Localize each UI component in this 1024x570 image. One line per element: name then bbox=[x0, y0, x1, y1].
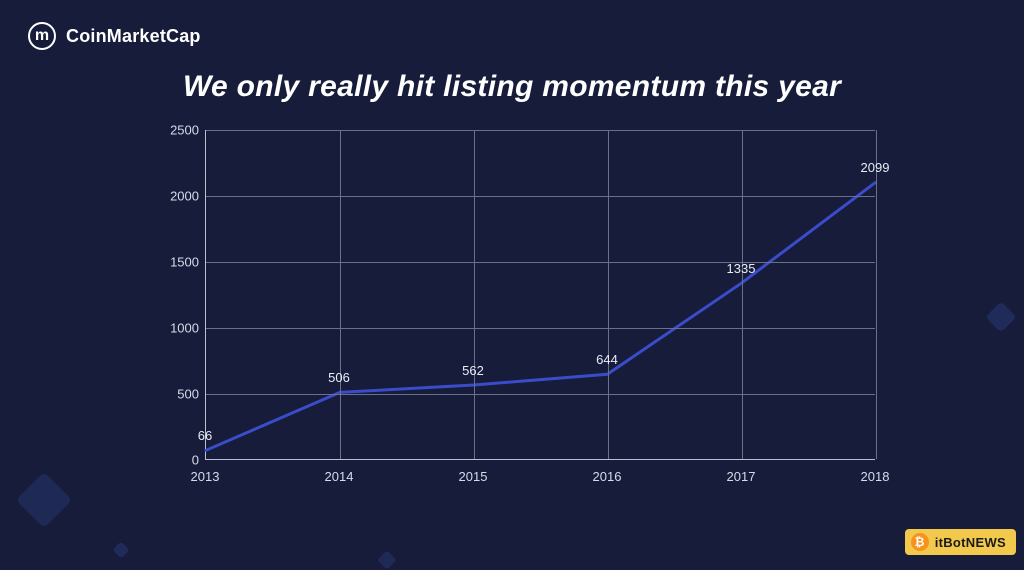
chart-y-tick-label: 2500 bbox=[170, 123, 199, 138]
chart-point-label: 506 bbox=[328, 370, 350, 385]
chart-x-tick-label: 2013 bbox=[191, 469, 220, 484]
chart-gridline-vertical bbox=[474, 130, 475, 459]
chart-x-tick-label: 2018 bbox=[861, 469, 890, 484]
chart-x-tick-label: 2017 bbox=[727, 469, 756, 484]
chart-gridline-vertical bbox=[876, 130, 877, 459]
chart-point-label: 66 bbox=[198, 428, 212, 443]
decorative-diamond-icon bbox=[16, 472, 73, 529]
decorative-diamond-icon bbox=[377, 550, 397, 570]
brand-logo-icon: m bbox=[28, 22, 56, 50]
chart-y-tick-label: 500 bbox=[177, 387, 199, 402]
chart-gridline-horizontal bbox=[206, 394, 875, 395]
chart-gridline-vertical bbox=[340, 130, 341, 459]
chart-point-label: 644 bbox=[596, 352, 618, 367]
decorative-diamond-icon bbox=[985, 301, 1016, 332]
brand-logo-glyph: m bbox=[35, 27, 49, 45]
bitcoin-icon: ₿ bbox=[911, 533, 929, 551]
chart-y-tick-label: 0 bbox=[192, 453, 199, 468]
chart-container: 0 500 1000 1500 2000 2500 2013 2014 2015 2016 2017… bbox=[155, 120, 875, 490]
chart-point-label: 562 bbox=[462, 363, 484, 378]
watermark-badge: ₿ itBotNEWS bbox=[905, 529, 1016, 555]
chart-x-tick-label: 2015 bbox=[459, 469, 488, 484]
chart-gridline-horizontal bbox=[206, 328, 875, 329]
chart-point-label: 2099 bbox=[861, 160, 890, 175]
chart-y-tick-label: 1500 bbox=[170, 255, 199, 270]
chart-gridline-horizontal bbox=[206, 130, 875, 131]
chart-point-label: 1335 bbox=[727, 261, 756, 276]
chart-y-tick-label: 1000 bbox=[170, 321, 199, 336]
chart-title: We only really hit listing momentum this… bbox=[0, 70, 1024, 104]
brand-header: m CoinMarketCap bbox=[28, 22, 201, 50]
brand-name: CoinMarketCap bbox=[66, 26, 201, 47]
watermark-text: itBotNEWS bbox=[935, 535, 1006, 550]
chart-line-svg bbox=[206, 130, 875, 459]
chart-plot-area bbox=[205, 130, 875, 460]
chart-gridline-vertical bbox=[608, 130, 609, 459]
chart-x-tick-label: 2014 bbox=[325, 469, 354, 484]
chart-gridline-horizontal bbox=[206, 196, 875, 197]
chart-y-tick-label: 2000 bbox=[170, 189, 199, 204]
chart-gridline-vertical bbox=[742, 130, 743, 459]
chart-gridline-horizontal bbox=[206, 262, 875, 263]
chart-x-tick-label: 2016 bbox=[593, 469, 622, 484]
decorative-diamond-icon bbox=[113, 542, 130, 559]
chart-line bbox=[206, 183, 875, 451]
